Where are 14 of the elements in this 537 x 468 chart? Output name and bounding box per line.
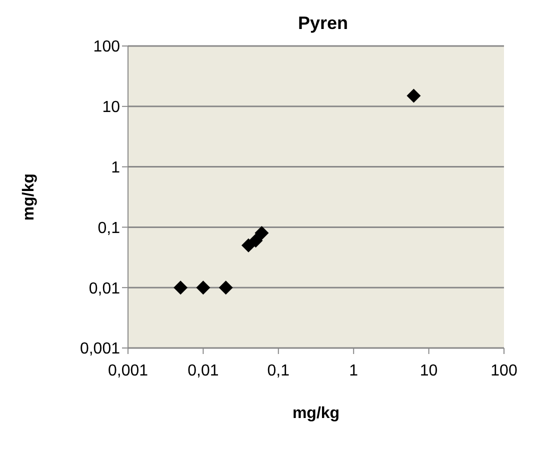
x-tick-label: 100 (490, 362, 518, 380)
x-tick-label: 0,01 (188, 362, 219, 380)
x-tick-label: 1 (349, 362, 358, 380)
y-axis-title: mg/kg (20, 173, 38, 221)
x-tick-label: 10 (420, 362, 438, 380)
x-tick-label: 0,1 (267, 362, 290, 380)
y-tick-label: 0,001 (80, 340, 120, 358)
chart-title: Pyren (296, 12, 350, 35)
y-tick-label: 10 (102, 99, 120, 116)
y-tick-label: 0,1 (98, 220, 120, 237)
x-axis-title: mg/kg (292, 405, 340, 422)
y-tick-label: 0,01 (88, 280, 120, 298)
y-tick-label: 1 (111, 159, 120, 176)
y-tick-label: 100 (93, 38, 120, 56)
